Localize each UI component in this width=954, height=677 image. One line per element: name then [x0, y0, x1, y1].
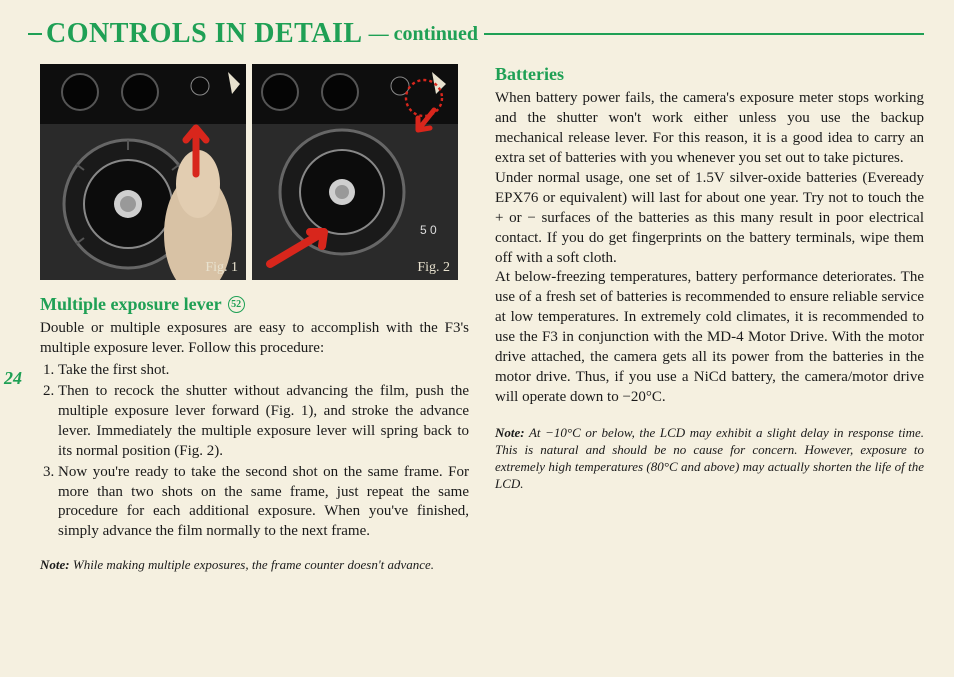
page-number: 24: [4, 368, 22, 389]
figure-1-illustration: [40, 64, 246, 280]
note-label: Note:: [40, 557, 70, 572]
figure-1-label: Fig. 1: [205, 260, 238, 276]
right-p2: Under normal usage, one set of 1.5V silv…: [495, 169, 924, 269]
right-note-text: At −10°C or below, the LCD may exhibit a…: [495, 425, 924, 491]
step-item: Take the first shot.: [58, 361, 469, 381]
right-p3: At below-freezing temperatures, battery …: [495, 268, 924, 408]
left-column: Fig. 1: [40, 64, 469, 573]
right-note: Note: At −10°C or below, the LCD may exh…: [495, 424, 924, 493]
left-subhead-number: 52: [228, 296, 245, 313]
header-rule-right: [484, 33, 924, 35]
left-note: Note: While making multiple exposures, t…: [40, 556, 469, 573]
figure-2: 5 0 Fig. 2: [252, 64, 458, 280]
right-p1: When battery power fails, the camera's e…: [495, 89, 924, 169]
figure-row: Fig. 1: [40, 64, 469, 280]
header-rule-left: [28, 33, 42, 35]
figure-2-illustration: 5 0: [252, 64, 458, 280]
figure-2-label: Fig. 2: [417, 260, 450, 276]
left-intro: Double or multiple exposures are easy to…: [40, 319, 469, 359]
svg-text:5 0: 5 0: [420, 223, 437, 237]
left-subhead: Multiple exposure lever 52: [40, 294, 469, 315]
left-subhead-text: Multiple exposure lever: [40, 294, 222, 315]
page-title-continued: — continued: [367, 23, 478, 46]
steps-list: Take the first shot. Then to recock the …: [40, 361, 469, 542]
right-subhead: Batteries: [495, 64, 924, 85]
note-label: Note:: [495, 425, 525, 440]
step-item: Now you're ready to take the second shot…: [58, 463, 469, 543]
right-subhead-text: Batteries: [495, 64, 564, 85]
header: CONTROLS IN DETAIL — continued: [28, 18, 924, 50]
figure-1: Fig. 1: [40, 64, 246, 280]
step-item: Then to recock the shutter without advan…: [58, 382, 469, 462]
page-title: CONTROLS IN DETAIL: [42, 18, 367, 50]
left-note-text: While making multiple exposures, the fra…: [70, 557, 434, 572]
right-column: Batteries When battery power fails, the …: [495, 64, 924, 573]
